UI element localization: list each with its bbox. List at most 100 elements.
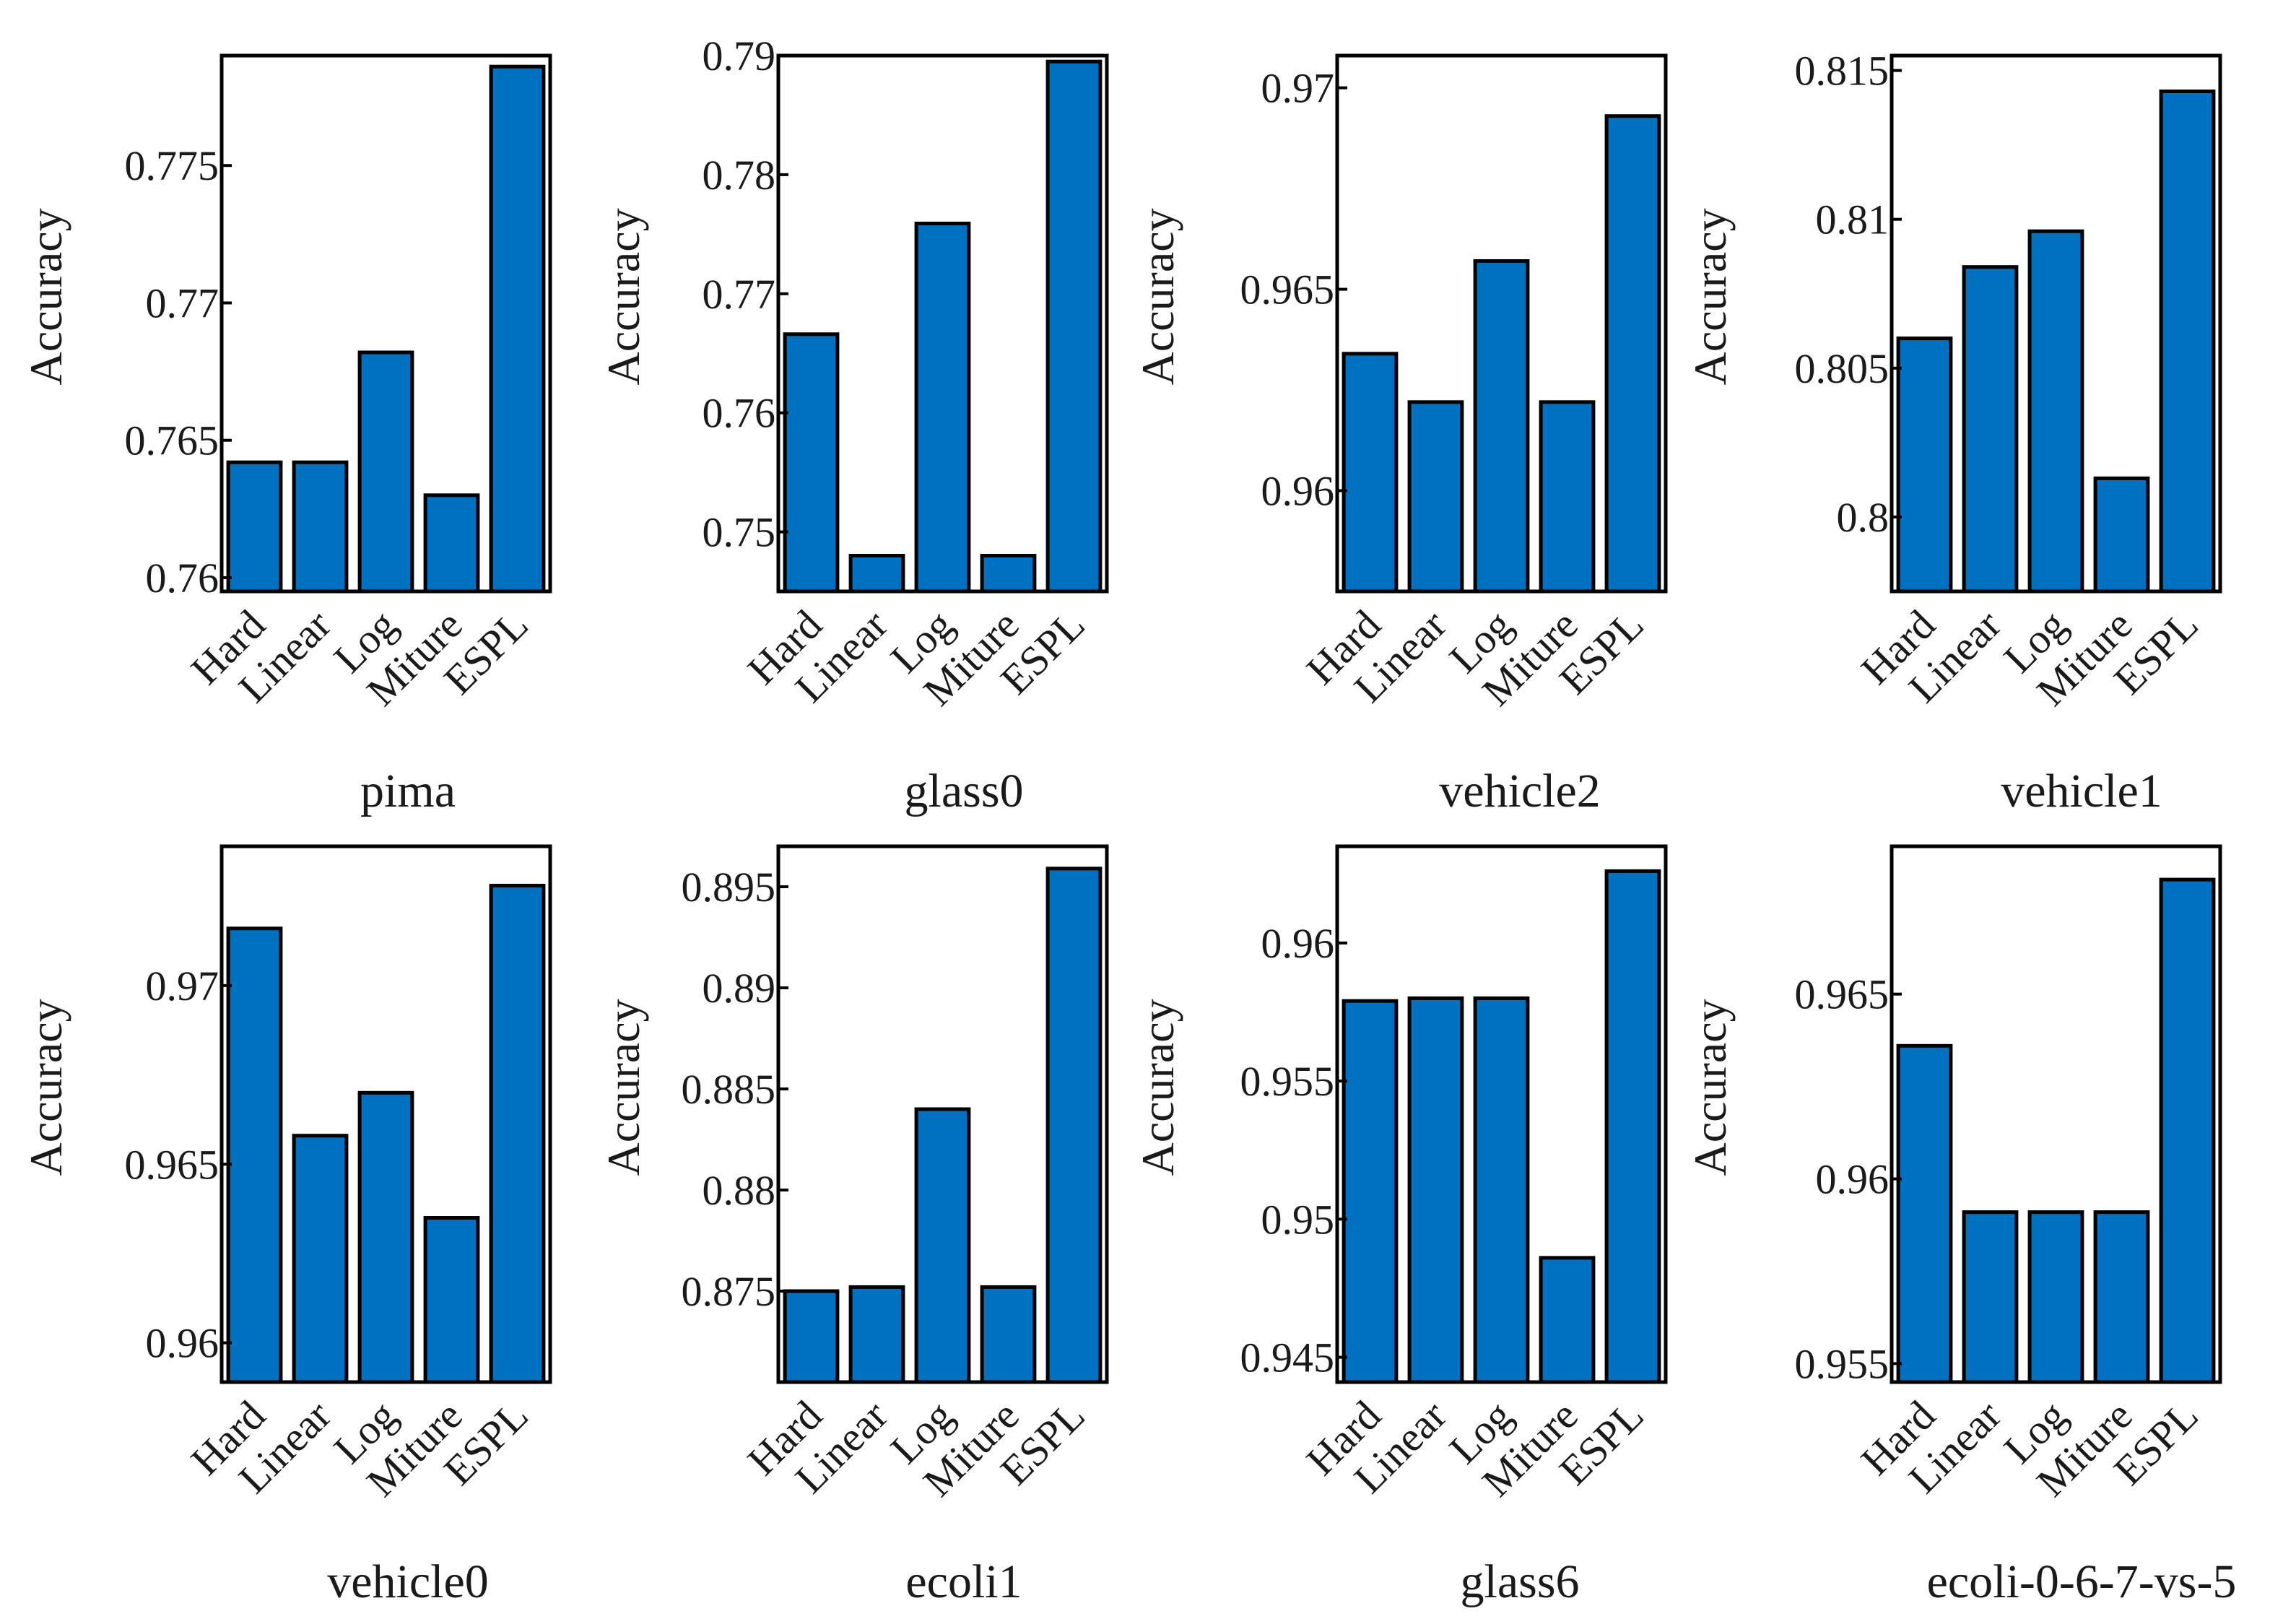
y-tick-label: 0.875 [682, 1268, 776, 1315]
chart-title: glass0 [905, 765, 1024, 817]
y-tick-label: 0.76 [703, 390, 776, 437]
y-tick-label: 0.775 [125, 142, 219, 189]
chart-title: ecoli1 [905, 1555, 1022, 1608]
chart-panel-ecoli-0-6-7-vs-5: 0.9550.960.965HardLinearLogMitureESPLAcc… [1684, 844, 2237, 1608]
y-tick-label: 0.89 [703, 965, 776, 1012]
y-tick-label: 0.965 [125, 1141, 219, 1188]
bar-hard [1341, 999, 1399, 1384]
bar-linear [292, 460, 349, 594]
bar-miture [423, 1216, 480, 1384]
chart-panel-vehicle1: 0.80.8050.810.815HardLinearLogMitureESPL… [1684, 48, 2222, 817]
chart-panel-glass6: 0.9450.950.9550.96HardLinearLogMitureESP… [1132, 844, 1668, 1608]
bar-linear [1407, 996, 1464, 1384]
y-tick-label: 0.76 [146, 555, 219, 602]
y-tick-label: 0.965 [1240, 266, 1335, 313]
bar-espl [1045, 867, 1103, 1384]
chart-title: glass6 [1461, 1555, 1580, 1608]
chart-title: vehicle0 [327, 1555, 489, 1608]
chart-title: pima [360, 765, 456, 817]
y-axis-label: Accuracy [1132, 208, 1183, 385]
bar-hard [1896, 1043, 1953, 1384]
chart-title: ecoli-0-6-7-vs-5 [1927, 1555, 2237, 1608]
bar-espl [1045, 59, 1103, 594]
y-tick-label: 0.885 [682, 1066, 776, 1113]
y-tick-label: 0.945 [1240, 1334, 1335, 1381]
bar-miture [2093, 1210, 2150, 1384]
y-tick-label: 0.805 [1795, 345, 1890, 392]
axes-box [219, 53, 552, 594]
bar-espl [1604, 869, 1661, 1384]
axes-box [219, 844, 552, 1384]
y-tick-label: 0.95 [1261, 1196, 1335, 1243]
bar-linear [1962, 265, 2019, 594]
y-axis-label: Accuracy [598, 999, 649, 1176]
chart-panel-glass0: 0.750.760.770.780.79HardLinearLogMitureE… [598, 32, 1109, 817]
bar-miture [2093, 476, 2150, 594]
bar-linear [848, 554, 905, 594]
bar-espl [1604, 114, 1661, 594]
bar-log [914, 222, 971, 594]
axes-box [1335, 844, 1668, 1384]
y-tick-label: 0.96 [1816, 1156, 1890, 1203]
y-tick-label: 0.77 [703, 271, 776, 318]
chart-panel-vehicle0: 0.960.9650.97HardLinearLogMitureESPLAccu… [20, 844, 552, 1608]
bar-linear [1962, 1210, 2019, 1384]
y-tick-label: 0.97 [146, 963, 219, 1009]
bar-hard [226, 926, 283, 1384]
y-tick-label: 0.8 [1837, 494, 1890, 541]
y-tick-label: 0.78 [703, 152, 776, 199]
bar-log [2027, 229, 2084, 594]
bar-miture [980, 1285, 1037, 1384]
axes-box [1335, 53, 1668, 594]
y-tick-label: 0.955 [1795, 1340, 1890, 1387]
y-axis-label: Accuracy [1684, 999, 1736, 1176]
y-tick-label: 0.97 [1261, 65, 1335, 112]
bar-log [357, 1090, 414, 1384]
chart-panel-pima: 0.760.7650.770.775HardLinearLogMitureESP… [20, 53, 552, 817]
y-tick-label: 0.895 [682, 864, 776, 911]
y-tick-label: 0.79 [703, 32, 776, 79]
bar-miture [423, 493, 480, 594]
bar-hard [226, 460, 283, 594]
bar-log [2027, 1210, 2084, 1384]
bar-hard [783, 332, 840, 594]
y-axis-label: Accuracy [598, 208, 649, 385]
bar-log [1473, 259, 1530, 594]
y-axis-label: Accuracy [1684, 208, 1736, 385]
bar-espl [489, 883, 546, 1384]
y-tick-label: 0.96 [1261, 468, 1335, 515]
axes-box [1890, 844, 2222, 1384]
bar-miture [980, 554, 1037, 594]
y-tick-label: 0.81 [1816, 196, 1890, 243]
y-axis-label: Accuracy [20, 999, 71, 1176]
bar-espl [2159, 90, 2216, 594]
y-tick-label: 0.88 [703, 1167, 776, 1214]
chart-title: vehicle1 [2001, 765, 2162, 817]
y-tick-label: 0.75 [703, 509, 776, 556]
y-tick-label: 0.965 [1795, 971, 1890, 1018]
axes-box [776, 53, 1109, 594]
axes-box [1890, 53, 2222, 594]
bar-log [914, 1107, 971, 1384]
bar-log [357, 350, 414, 594]
bar-linear [848, 1285, 905, 1384]
y-axis-label: Accuracy [1132, 999, 1183, 1176]
bar-linear [292, 1134, 349, 1384]
y-tick-label: 0.96 [146, 1320, 219, 1367]
y-tick-label: 0.77 [146, 280, 219, 327]
bar-linear [1407, 400, 1464, 594]
y-axis-label: Accuracy [20, 208, 71, 385]
y-tick-label: 0.955 [1240, 1058, 1335, 1105]
bar-hard [1341, 352, 1399, 594]
chart-title: vehicle2 [1439, 765, 1601, 817]
bar-log [1473, 996, 1530, 1384]
y-tick-label: 0.815 [1795, 48, 1890, 95]
chart-panel-vehicle2: 0.960.9650.97HardLinearLogMitureESPLAccu… [1132, 53, 1668, 817]
y-tick-label: 0.96 [1261, 920, 1335, 967]
bar-hard [783, 1289, 840, 1384]
bar-espl [2159, 877, 2216, 1384]
chart-panel-ecoli1: 0.8750.880.8850.890.895HardLinearLogMitu… [598, 844, 1109, 1608]
y-tick-label: 0.765 [125, 417, 219, 464]
bar-miture [1539, 400, 1596, 594]
